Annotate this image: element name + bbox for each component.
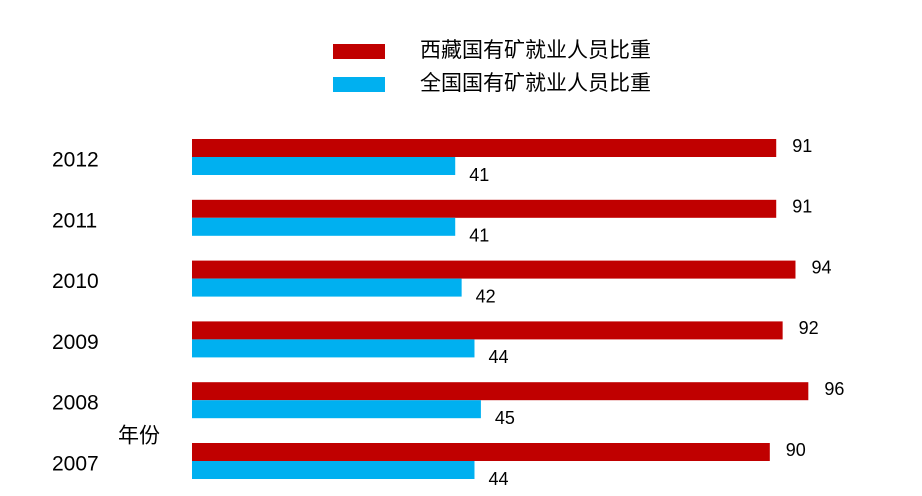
value-label: 45: [495, 408, 515, 428]
bar: [192, 217, 456, 236]
y-tick-label: 2007: [52, 453, 99, 476]
value-label: 41: [469, 226, 489, 246]
value-label: 42: [476, 286, 496, 306]
value-label: 91: [792, 197, 812, 217]
value-label: 44: [488, 469, 508, 489]
legend-swatch: [333, 44, 385, 59]
y-tick-label: 2009: [52, 331, 99, 354]
y-tick-label: 2008: [52, 392, 99, 415]
y-tick-label: 2010: [52, 270, 99, 293]
value-label: 94: [811, 257, 831, 277]
value-label: 90: [786, 440, 806, 460]
bar: [192, 199, 777, 218]
legend-swatch: [333, 77, 385, 92]
bar: [192, 339, 475, 358]
bar: [192, 139, 777, 157]
value-label: 92: [799, 318, 819, 338]
bar: [192, 260, 796, 279]
axis-label: 年份: [118, 425, 160, 448]
y-tick-label: 2011: [52, 209, 97, 232]
value-label: 96: [824, 379, 844, 399]
legend-label: 全国国有矿就业人员比重: [420, 71, 651, 95]
bar: [192, 157, 456, 175]
legend-label: 西藏国有矿就业人员比重: [420, 38, 651, 62]
bar: [192, 321, 783, 340]
bar: [192, 400, 481, 419]
value-label: 41: [469, 165, 489, 185]
value-label: 91: [792, 136, 812, 156]
bar: [192, 278, 462, 297]
bar: [192, 443, 770, 461]
bar: [192, 382, 809, 401]
bar: [192, 461, 475, 479]
y-tick-label: 2012: [52, 149, 99, 172]
value-label: 44: [488, 347, 508, 367]
